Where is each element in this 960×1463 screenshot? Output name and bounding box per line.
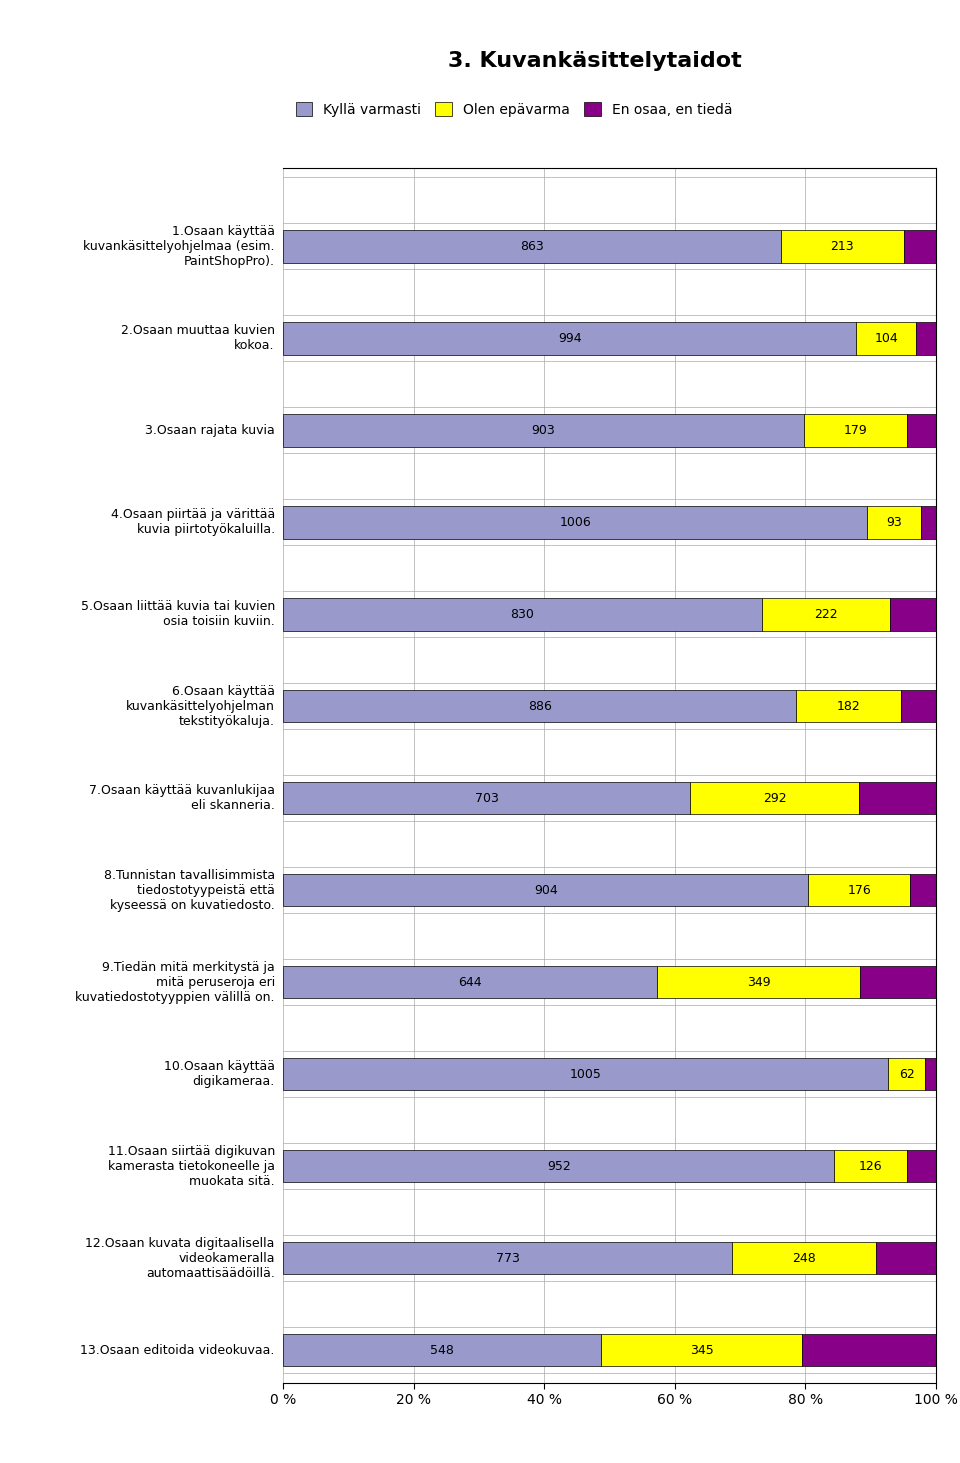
Bar: [283, 875, 808, 907]
Bar: [283, 506, 868, 538]
Text: 179: 179: [844, 424, 868, 437]
Bar: [602, 1334, 802, 1366]
Legend: Kyllä varmasti, Olen epävarma, En osaa, en tiedä: Kyllä varmasti, Olen epävarma, En osaa, …: [290, 97, 737, 123]
Text: 104: 104: [875, 332, 899, 345]
Bar: [903, 230, 936, 262]
Bar: [283, 322, 856, 354]
Text: 3. Kuvankäsittelytaidot: 3. Kuvankäsittelytaidot: [448, 51, 742, 72]
Text: 1006: 1006: [560, 516, 591, 530]
Text: 93: 93: [887, 516, 902, 530]
Bar: [283, 1058, 888, 1090]
Bar: [890, 598, 936, 631]
Bar: [283, 691, 796, 723]
Text: 904: 904: [534, 884, 558, 897]
Bar: [907, 414, 936, 446]
Bar: [910, 875, 936, 907]
Text: 62: 62: [899, 1068, 914, 1081]
Bar: [922, 506, 936, 538]
Text: 182: 182: [837, 699, 860, 712]
Text: 886: 886: [528, 699, 551, 712]
Bar: [283, 783, 690, 815]
Text: 349: 349: [747, 976, 770, 989]
Text: 773: 773: [495, 1252, 519, 1265]
Text: 903: 903: [532, 424, 556, 437]
Text: 292: 292: [763, 791, 786, 805]
Text: 222: 222: [814, 609, 838, 620]
Bar: [907, 1150, 936, 1182]
Text: 952: 952: [547, 1160, 570, 1173]
Bar: [876, 1242, 936, 1274]
Bar: [834, 1150, 907, 1182]
Bar: [732, 1242, 876, 1274]
Bar: [917, 322, 936, 354]
Bar: [808, 875, 910, 907]
Text: 1005: 1005: [569, 1068, 602, 1081]
Bar: [283, 966, 658, 998]
Bar: [658, 966, 860, 998]
Bar: [856, 322, 917, 354]
Bar: [780, 230, 903, 262]
Text: 644: 644: [458, 976, 482, 989]
Text: 830: 830: [511, 609, 535, 620]
Bar: [283, 230, 780, 262]
Bar: [868, 506, 922, 538]
Bar: [925, 1058, 936, 1090]
Text: 176: 176: [848, 884, 872, 897]
Bar: [804, 414, 907, 446]
Bar: [859, 783, 936, 815]
Text: 863: 863: [520, 240, 544, 253]
Text: 248: 248: [792, 1252, 816, 1265]
Bar: [802, 1334, 936, 1366]
Bar: [690, 783, 859, 815]
Text: 994: 994: [558, 332, 582, 345]
Text: 345: 345: [690, 1344, 713, 1356]
Bar: [283, 1334, 602, 1366]
Text: 213: 213: [830, 240, 854, 253]
Text: 126: 126: [859, 1160, 882, 1173]
Bar: [762, 598, 890, 631]
Bar: [283, 598, 762, 631]
Text: 703: 703: [474, 791, 498, 805]
Bar: [888, 1058, 925, 1090]
Bar: [283, 1150, 834, 1182]
Bar: [796, 691, 901, 723]
Bar: [860, 966, 936, 998]
Bar: [901, 691, 936, 723]
Text: 548: 548: [430, 1344, 454, 1356]
Bar: [283, 414, 804, 446]
Bar: [283, 1242, 732, 1274]
